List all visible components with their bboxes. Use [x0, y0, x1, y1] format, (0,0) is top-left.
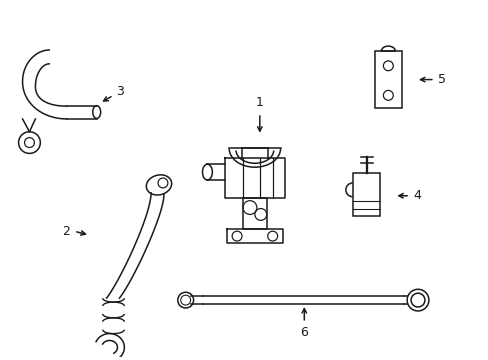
Text: 5: 5 — [437, 73, 445, 86]
Text: 2: 2 — [62, 225, 70, 238]
Text: 6: 6 — [300, 326, 307, 339]
Text: 4: 4 — [412, 189, 420, 202]
Bar — [352, 173, 380, 216]
Text: 3: 3 — [116, 85, 124, 98]
Bar — [374, 51, 401, 108]
Text: 1: 1 — [255, 96, 263, 109]
